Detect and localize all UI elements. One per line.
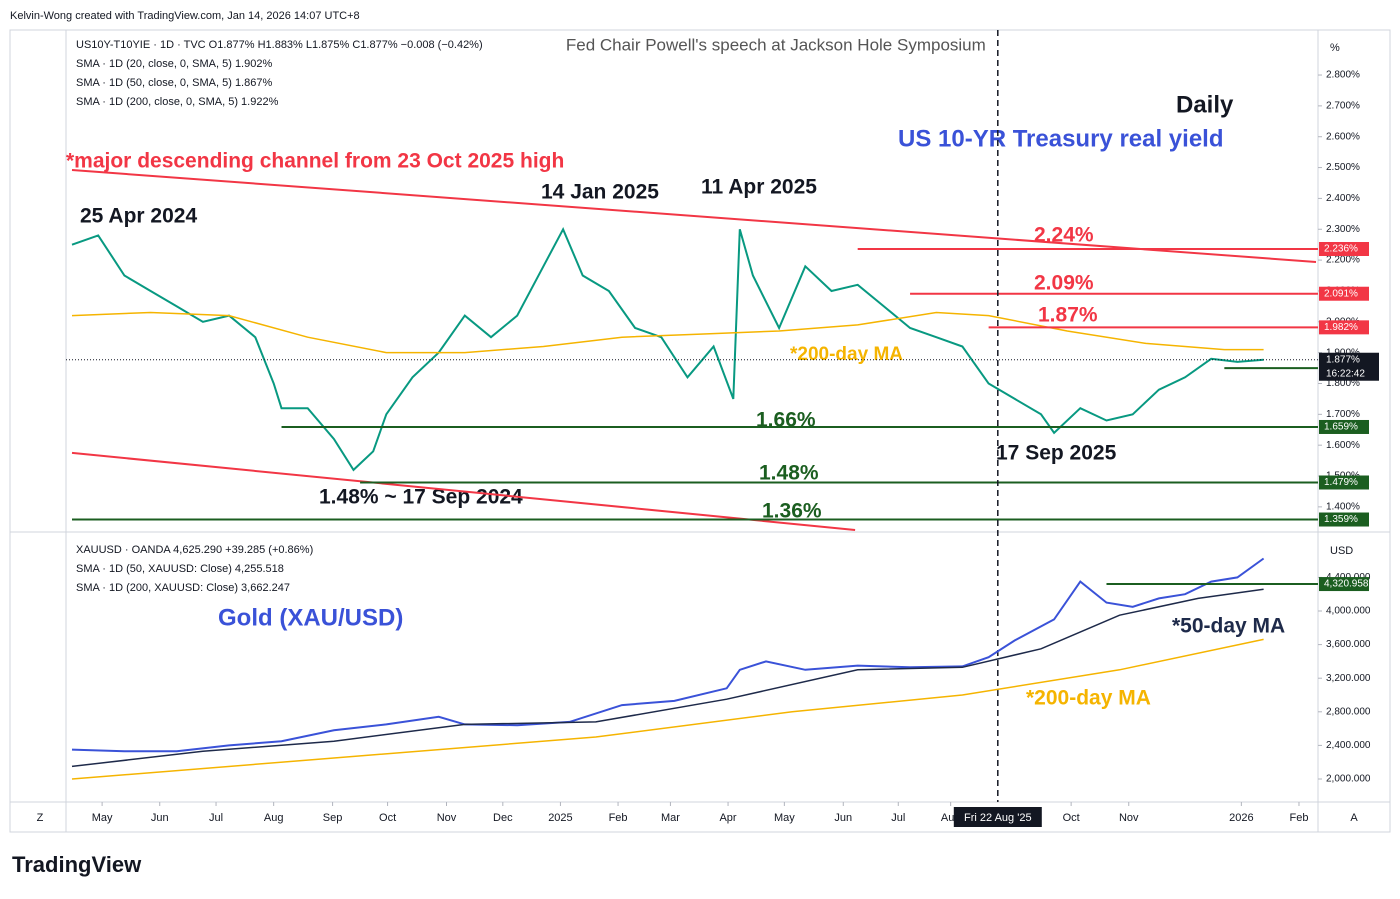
z-button[interactable]: Z xyxy=(37,812,44,824)
x-tick-label: Sep xyxy=(323,812,343,824)
annotation: *200-day MA xyxy=(1026,687,1151,710)
price-tag-label: 2.236% xyxy=(1324,244,1358,255)
price-tag xyxy=(1319,242,1369,257)
x-tick-label: Nov xyxy=(437,812,457,824)
y-tick-label: 2.800% xyxy=(1326,70,1360,81)
countdown: 16:22:42 xyxy=(1326,368,1365,379)
annotation: 1.87% xyxy=(1038,304,1098,327)
annotation: 14 Jan 2025 xyxy=(541,181,659,204)
y-tick-label: 2.400% xyxy=(1326,193,1360,204)
date-tag xyxy=(953,807,1042,827)
y-tick-label: 2.300% xyxy=(1326,224,1360,235)
legend-entry: US10Y-T10YIE · 1D · TVC O1.877% H1.883% … xyxy=(76,39,483,51)
y-tick-label: 2,400.000 xyxy=(1326,740,1371,751)
annotation: 2.09% xyxy=(1034,272,1094,295)
x-tick-label: 2025 xyxy=(548,812,572,824)
x-tick-label: Jul xyxy=(891,812,905,824)
series-line xyxy=(71,638,1264,780)
x-tick-label: Oct xyxy=(1063,812,1080,824)
price-tag-label: 1.359% xyxy=(1324,514,1358,525)
x-tick-label: Jun xyxy=(834,812,852,824)
title: US 10-YR Treasury real yield xyxy=(898,125,1224,152)
legend-entry: SMA · 1D (50, close, 0, SMA, 5) 1.867% xyxy=(76,77,272,89)
y-tick-label: 1.400% xyxy=(1326,502,1360,513)
x-tick-label: Jun xyxy=(151,812,169,824)
price-tag-label: 1.479% xyxy=(1324,477,1358,488)
x-tick-label: Apr xyxy=(719,812,736,824)
channel-line xyxy=(71,169,1317,263)
price-tag-label: 1.877% xyxy=(1326,354,1360,365)
series-line xyxy=(71,557,1265,753)
series-line xyxy=(71,588,1264,768)
annotation: 1.66% xyxy=(756,409,816,432)
price-tag-label: 1.659% xyxy=(1324,422,1358,433)
annotation: *major descending channel from 23 Oct 20… xyxy=(66,150,564,173)
date-tag-label: Fri 22 Aug '25 xyxy=(964,812,1032,824)
y-tick-label: 2.500% xyxy=(1326,162,1360,173)
annotation: 1.48% ~ 17 Sep 2024 xyxy=(319,486,523,509)
y-tick-label: 2.600% xyxy=(1326,131,1360,142)
price-tag xyxy=(1319,475,1369,490)
x-tick-label: Oct xyxy=(379,812,396,824)
x-tick-label: Feb xyxy=(609,812,628,824)
price-tag xyxy=(1319,320,1369,335)
price-tag-label: 1.982% xyxy=(1324,322,1358,333)
price-tag xyxy=(1319,512,1369,527)
price-tag-label: 2.091% xyxy=(1324,288,1358,299)
channel-line xyxy=(71,451,856,531)
x-tick-label: Dec xyxy=(493,812,513,824)
x-tick-label: May xyxy=(92,812,113,824)
subtitle: Daily xyxy=(1176,91,1234,118)
series-line xyxy=(71,311,1264,354)
annotation: 1.48% xyxy=(759,462,819,485)
legend-entry: XAUUSD · OANDA 4,625.290 +39.285 (+0.86%… xyxy=(76,544,313,556)
x-tick-label: Aug xyxy=(264,812,284,824)
x-tick-label: Jul xyxy=(209,812,223,824)
unit: USD xyxy=(1330,545,1353,557)
y-tick-label: 2,000.000 xyxy=(1326,774,1371,785)
y-tick-label: 3,600.000 xyxy=(1326,639,1371,650)
x-tick-label: Feb xyxy=(1289,812,1308,824)
title: Gold (XAU/USD) xyxy=(218,604,403,631)
series-line xyxy=(71,226,1264,472)
event-note: Fed Chair Powell's speech at Jackson Hol… xyxy=(566,35,986,54)
legend-entry: SMA · 1D (20, close, 0, SMA, 5) 1.902% xyxy=(76,58,272,70)
y-tick-label: 2.700% xyxy=(1326,101,1360,112)
header: Kelvin-Wong created with TradingView.com… xyxy=(10,10,360,22)
unit: % xyxy=(1330,42,1340,54)
frame xyxy=(9,29,1391,833)
annotation: 25 Apr 2024 xyxy=(80,205,197,228)
x-tick-label: May xyxy=(774,812,795,824)
annotation: 1.36% xyxy=(762,500,822,523)
price-tag xyxy=(1319,419,1369,434)
y-tick-label: 1.800% xyxy=(1326,378,1360,389)
annotation: 11 Apr 2025 xyxy=(701,176,817,199)
annotation: 17 Sep 2025 xyxy=(996,442,1117,465)
annotation: *200-day MA xyxy=(790,344,903,365)
brand: TradingView xyxy=(12,852,142,877)
x-tick-label: 2026 xyxy=(1229,812,1253,824)
price-tag xyxy=(1319,286,1369,301)
y-tick-label: 2,800.000 xyxy=(1326,706,1371,717)
y-tick-label: 3,200.000 xyxy=(1326,673,1371,684)
legend-entry: SMA · 1D (50, XAUUSD: Close) 4,255.518 xyxy=(76,563,284,575)
x-tick-label: Mar xyxy=(661,812,680,824)
y-tick-label: 1.600% xyxy=(1326,440,1360,451)
price-tag xyxy=(1319,352,1379,381)
annotation: *50-day MA xyxy=(1172,615,1285,638)
price-tag-label: 4,320.958 xyxy=(1324,579,1369,590)
annotation: 2.24% xyxy=(1034,224,1094,247)
y-tick-label: 4,000.000 xyxy=(1326,606,1371,617)
y-tick-label: 1.700% xyxy=(1326,409,1360,420)
legend-entry: SMA · 1D (200, XAUUSD: Close) 3,662.247 xyxy=(76,582,290,594)
price-tag xyxy=(1319,577,1369,592)
legend-entry: SMA · 1D (200, close, 0, SMA, 5) 1.922% xyxy=(76,96,279,108)
y-tick-label: 2.200% xyxy=(1326,255,1360,266)
x-tick-label: Aug xyxy=(941,812,961,824)
x-tick-label: Nov xyxy=(1119,812,1139,824)
a-button[interactable]: A xyxy=(1350,812,1358,824)
